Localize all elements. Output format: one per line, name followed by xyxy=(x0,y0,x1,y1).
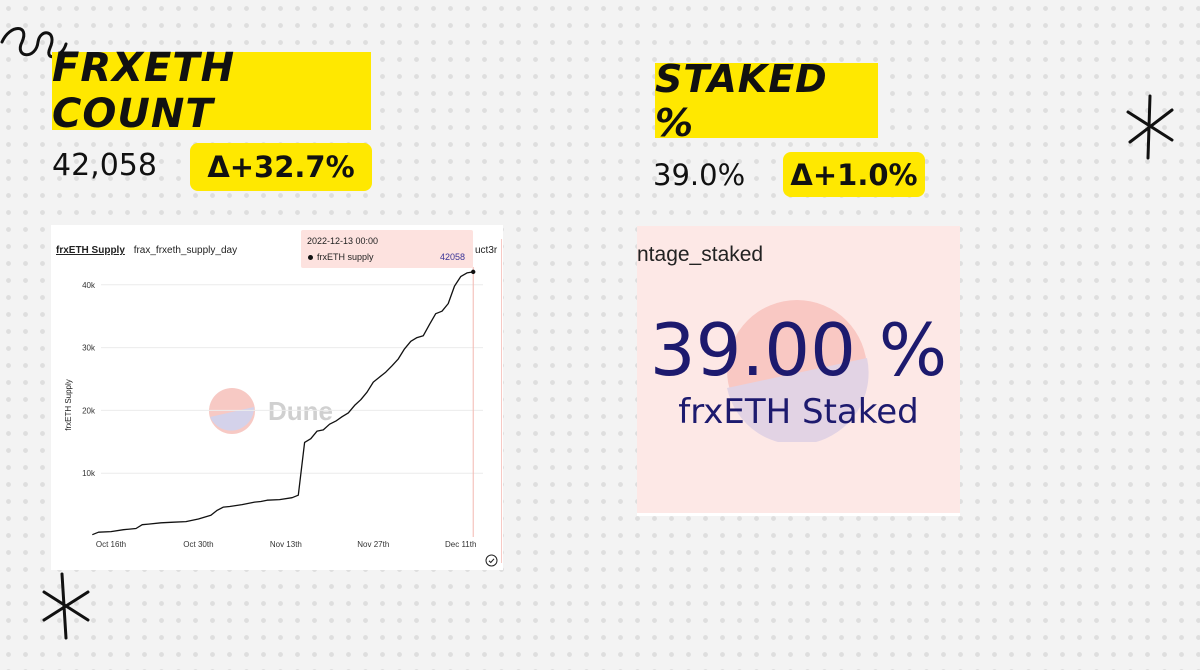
counter-query-label: ntage_staked xyxy=(637,243,764,266)
y-tick-label: 40k xyxy=(82,281,96,290)
frxeth-count-delta-badge: Δ+32.7% xyxy=(190,143,372,191)
x-tick-label: Dec 11th xyxy=(445,540,476,549)
asterisk-doodle-icon xyxy=(1126,94,1174,160)
hover-point xyxy=(471,269,476,275)
x-tick-label: Oct 30th xyxy=(183,540,213,549)
staked-percent-title: STAKED % xyxy=(655,57,878,145)
tooltip-series: frxETH supply xyxy=(317,252,374,262)
chart-tooltip: 2022-12-13 00:00 frxETH supply 42058 xyxy=(301,230,473,268)
dune-logo-icon xyxy=(727,300,869,442)
panel-header: frxETH Supply frax_frxeth_supply_day xyxy=(56,245,237,256)
x-tick-label: Nov 13th xyxy=(270,540,302,549)
y-tick-label: 10k xyxy=(82,469,96,478)
supply-chart-panel: frxETH Supply frax_frxeth_supply_day uct… xyxy=(51,225,503,570)
tab-frxeth-supply[interactable]: frxETH Supply xyxy=(56,245,125,256)
tooltip-value: 42058 xyxy=(440,252,466,262)
counter-big-value: 39.00 % xyxy=(649,308,948,392)
frxeth-count-value: 42,058 xyxy=(52,148,157,183)
series-line-frxeth-supply xyxy=(92,271,474,536)
check-circle-icon[interactable] xyxy=(485,554,498,567)
dune-logo-icon xyxy=(209,388,255,434)
x-tick-label: Nov 27th xyxy=(357,540,389,549)
tab-query-name[interactable]: frax_frxeth_supply_day xyxy=(133,245,238,256)
staked-percent-value: 39.0% xyxy=(653,158,746,192)
staked-percent-delta-badge: Δ+1.0% xyxy=(783,152,925,197)
x-tick-label: Oct 16th xyxy=(96,540,126,549)
y-axis-label: frxETH Supply xyxy=(64,379,73,431)
tooltip-date: 2022-12-13 00:00 xyxy=(307,236,379,246)
tab-cut-label[interactable]: uct3r xyxy=(475,245,498,256)
squiggle-doodle-icon xyxy=(0,27,68,59)
asterisk-doodle-icon xyxy=(42,572,90,640)
panel-bottom-divider xyxy=(637,513,960,516)
counter-caption: frxETH Staked xyxy=(678,392,919,432)
staked-counter-panel: ntage_staked 39.00 % frxETH Staked xyxy=(637,226,960,516)
frxeth-count-title: FRXETH COUNT xyxy=(52,45,371,137)
y-tick-label: 20k xyxy=(82,406,96,415)
supply-line-chart: 10k 20k 30k 40k Oct 16th Oct 30th Nov 13th Nov … xyxy=(64,239,502,563)
tooltip-dot-icon xyxy=(308,255,313,260)
y-tick-label: 30k xyxy=(82,344,96,353)
